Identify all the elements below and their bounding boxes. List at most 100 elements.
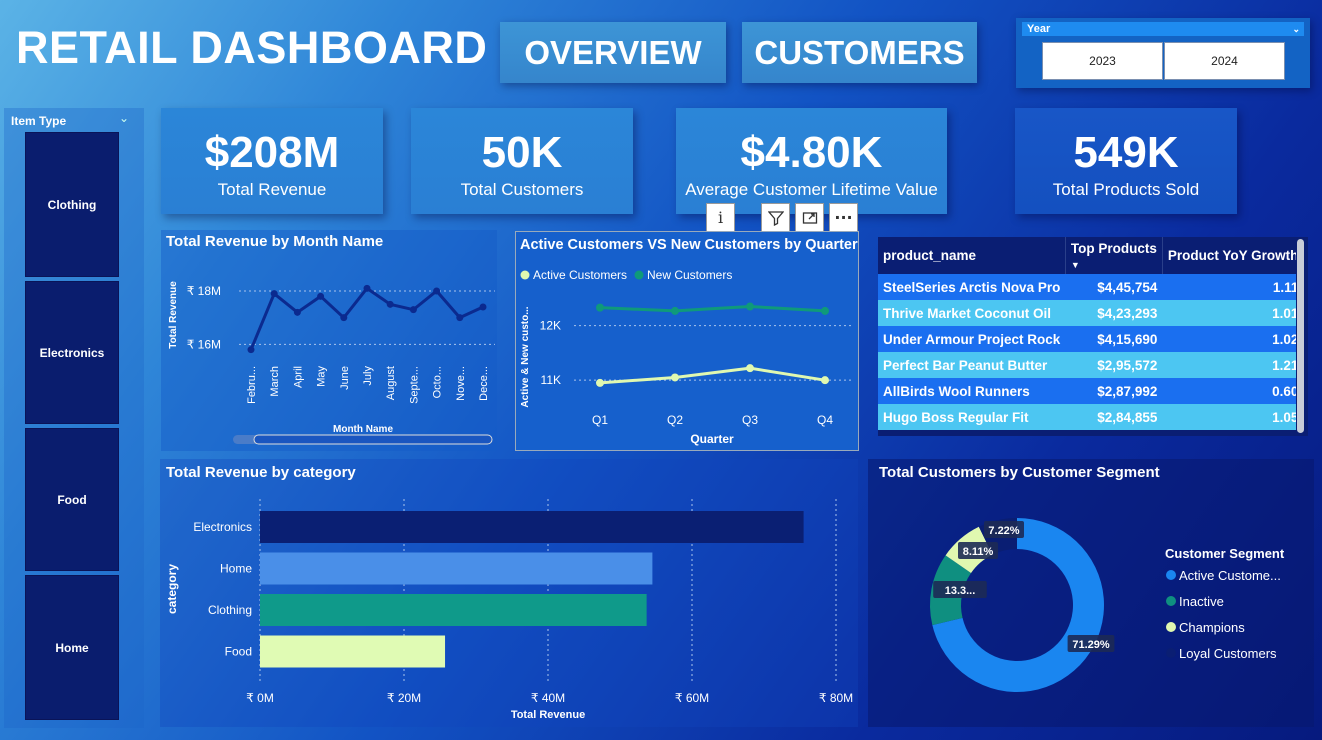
kpi-avg-customer-lifetime-value: $4.80K Average Customer Lifetime Value <box>676 108 947 214</box>
data-point <box>317 292 325 300</box>
legend-marker <box>1166 648 1176 658</box>
kpi-total-products-sold: 549K Total Products Sold <box>1015 108 1237 214</box>
legend-title: Customer Segment <box>1165 546 1285 561</box>
sort-descending-icon[interactable]: ▼ <box>1070 259 1080 270</box>
scrollbar-thumb[interactable] <box>1297 239 1304 433</box>
kpi-label: Total Revenue <box>217 180 327 199</box>
data-label-bg <box>1067 635 1115 652</box>
table-row[interactable]: Thrive Market Coconut Oil $4,23,293 1.01 <box>878 300 1304 326</box>
revenue-by-category-chart: category Electronics Home Clothing Food ₹ 0M… <box>165 499 853 721</box>
table-row[interactable]: Under Armour Project Rock $4,15,690 1.02 <box>878 326 1304 352</box>
kpi-value: 549K <box>1073 128 1179 177</box>
item-type-option-clothing[interactable]: Clothing <box>25 132 119 277</box>
legend-marker-new <box>634 270 644 280</box>
overview-nav-button[interactable]: OVERVIEW <box>500 22 726 83</box>
donut-slice[interactable] <box>932 518 1104 692</box>
bar[interactable] <box>260 552 653 585</box>
legend-marker <box>1166 622 1176 632</box>
table-row[interactable]: SteelSeries Arctis Nova Pro $4,45,754 1.11 <box>878 274 1304 300</box>
table-scrollbar[interactable] <box>1296 237 1305 436</box>
y-axis-title: Active & New custo... <box>520 306 531 407</box>
column-header-yoy-growth[interactable]: Product YoY Growth <box>1161 237 1304 274</box>
x-tick-label: ₹ 60M <box>675 691 709 705</box>
x-tick-label: March <box>269 366 281 397</box>
y-tick-label: 11K <box>541 373 561 387</box>
cell-product-name: Thrive Market Coconut Oil <box>883 305 1052 321</box>
scrollbar-thumb[interactable] <box>253 434 493 445</box>
filter-icon[interactable] <box>761 203 790 232</box>
revenue-by-category-card: Total Revenue by category category Elect… <box>160 459 858 727</box>
kpi-label: Total Products Sold <box>1052 180 1200 199</box>
year-option-2023[interactable]: 2023 <box>1042 42 1163 80</box>
item-type-option-electronics[interactable]: Electronics <box>25 281 119 424</box>
x-tick-label: May <box>316 366 328 387</box>
customers-nav-button[interactable]: CUSTOMERS <box>742 22 977 83</box>
table-row[interactable]: AllBirds Wool Runners $2,87,992 0.60 <box>878 378 1304 404</box>
item-type-option-food[interactable]: Food <box>25 428 119 571</box>
top-products-table: product_name Top Products ▼ Product YoY G… <box>878 237 1308 436</box>
y-tick-label: ₹ 18M <box>187 284 221 298</box>
cell-yoy-growth: 1.02 <box>1272 331 1299 347</box>
cell-yoy-growth: 1.05 <box>1272 409 1299 425</box>
kpi-total-revenue: $208M Total Revenue <box>161 108 383 214</box>
table-row[interactable]: Perfect Bar Peanut Butter $2,95,572 1.21 <box>878 352 1304 378</box>
column-header-top-products[interactable]: Top Products ▼ <box>1064 237 1163 274</box>
kpi-label: Average Customer Lifetime Value <box>685 180 938 199</box>
series-line <box>599 366 826 385</box>
x-tick-label: August <box>385 366 397 400</box>
cell-product-name: Hugo Boss Regular Fit <box>883 409 1029 425</box>
item-type-option-home[interactable]: Home <box>25 575 119 720</box>
bar[interactable] <box>260 594 647 626</box>
legend-label: Champions <box>1179 620 1245 635</box>
data-point <box>456 314 464 322</box>
year-option-2024[interactable]: 2024 <box>1164 42 1285 80</box>
cell-top-products: $4,15,690 <box>1097 331 1158 347</box>
data-point <box>340 314 348 322</box>
focus-mode-icon[interactable] <box>795 203 824 232</box>
data-label-bg <box>984 521 1024 538</box>
customers-by-segment-chart: 71.29% 13.3... 8.11% 7.22% Customer Segment… <box>930 518 1285 692</box>
y-tick-label: Electronics <box>193 520 252 534</box>
legend-active: Active Customers <box>533 268 627 282</box>
bar[interactable] <box>260 511 804 543</box>
chart-title: Total Customers by Customer Segment <box>879 464 1160 481</box>
x-tick-label: ₹ 20M <box>387 691 421 705</box>
revenue-line <box>249 286 484 351</box>
data-label-bg <box>958 542 998 559</box>
kpi-label: Total Customers <box>460 180 584 199</box>
y-tick-label: Food <box>225 645 252 659</box>
info-icon[interactable]: i <box>706 203 735 232</box>
cell-product-name: Under Armour Project Rock <box>883 331 1061 347</box>
data-point <box>433 287 441 295</box>
x-axis-title: Month Name <box>333 424 393 435</box>
cell-top-products: $2,95,572 <box>1097 357 1158 373</box>
more-options-icon[interactable]: ··· <box>829 203 858 232</box>
column-header-product-name[interactable]: product_name <box>883 248 977 263</box>
chart-title: Total Revenue by Month Name <box>166 233 384 250</box>
data-point <box>671 306 679 315</box>
chart-title: Active Customers VS New Customers by Qua… <box>520 237 858 253</box>
data-point <box>247 346 255 354</box>
bar[interactable] <box>260 635 446 668</box>
data-label: 71.29% <box>1072 639 1110 651</box>
x-tick-label: July <box>362 366 374 386</box>
table-row[interactable]: Hugo Boss Regular Fit $2,84,855 1.05 <box>878 404 1304 430</box>
year-slicer-header: Year ⌄ <box>1022 22 1304 36</box>
year-slicer: Year ⌄ 2023 2024 <box>1016 18 1310 88</box>
cell-yoy-growth: 0.60 <box>1272 383 1299 399</box>
data-point <box>671 373 679 382</box>
revenue-by-month-card: Total Revenue by Month Name Total Revenu… <box>161 230 497 451</box>
legend-new: New Customers <box>647 268 732 282</box>
chevron-down-icon[interactable]: ⌄ <box>1292 24 1300 34</box>
data-point <box>746 302 754 311</box>
x-tick-label: June <box>339 366 351 390</box>
x-tick-label: ₹ 80M <box>819 691 853 705</box>
data-point <box>596 303 604 312</box>
data-label: 7.22% <box>988 525 1019 537</box>
data-label-bg <box>933 581 987 598</box>
chevron-down-icon[interactable]: ⌄ <box>119 111 130 125</box>
data-point <box>821 306 829 315</box>
x-tick-label: Dece... <box>478 366 490 401</box>
data-point <box>386 300 394 308</box>
active-vs-new-chart: Active Customers New Customers Active & … <box>520 268 851 446</box>
